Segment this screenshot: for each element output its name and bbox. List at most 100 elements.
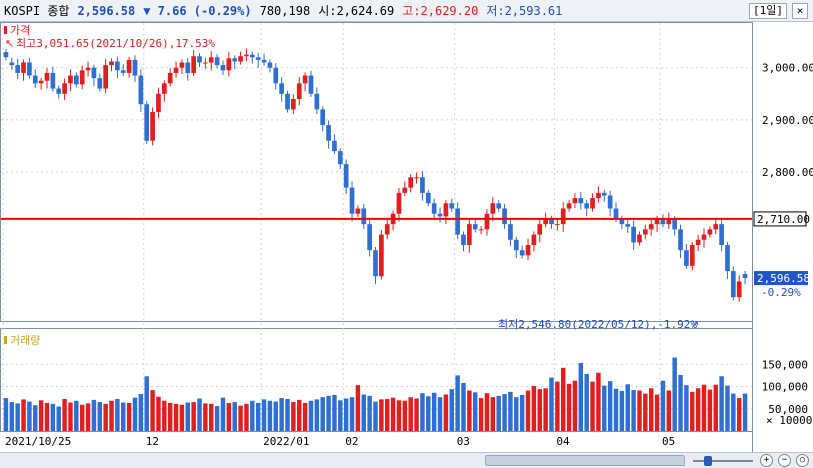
candle-body	[578, 198, 584, 204]
zoom-out-icon[interactable]: −	[778, 454, 791, 467]
candle-body	[62, 83, 67, 94]
zoom-in-icon[interactable]: +	[760, 454, 773, 467]
candle-body	[332, 140, 337, 152]
candle-body	[472, 224, 478, 230]
period-select-button[interactable]: [1일]	[749, 3, 787, 19]
volume-bar	[261, 399, 267, 431]
volume-bar	[701, 384, 707, 431]
volume-bar	[449, 389, 454, 431]
candle-body	[126, 59, 132, 73]
candle-body	[85, 67, 91, 71]
volume-bar	[560, 367, 566, 431]
candle-body	[179, 62, 185, 68]
volume-bar	[9, 402, 15, 431]
horizontal-scroll-thumb[interactable]	[485, 455, 685, 466]
candle-body	[684, 250, 689, 266]
candle-body	[449, 203, 455, 209]
volume-unit-label: × 10000	[766, 414, 812, 427]
volume-bar	[566, 383, 572, 431]
candle-body	[537, 224, 543, 235]
candle-body	[660, 218, 666, 225]
candle-body	[420, 177, 425, 193]
volume-bar	[273, 401, 279, 431]
volume-bar	[209, 403, 214, 431]
volume-bar	[543, 388, 548, 431]
candle-body	[173, 67, 179, 73]
candle-body	[291, 99, 296, 110]
candle-body	[115, 61, 120, 71]
volume-bar	[132, 397, 138, 431]
price-y-axis: 3,000.00 2,900.00 2,800.00	[762, 62, 813, 179]
volume-bar	[496, 395, 501, 431]
volume-tick-label: 100,000	[762, 381, 808, 394]
x-tick-label: 03	[457, 435, 470, 448]
volume-bar	[713, 384, 718, 431]
candle-body	[156, 93, 161, 113]
candle-body	[519, 250, 525, 256]
volume-bar	[514, 397, 519, 431]
candle-body	[261, 59, 267, 63]
volume-bar	[478, 398, 484, 431]
volume-bar	[85, 403, 91, 431]
zoom-slider-thumb[interactable]	[704, 456, 712, 466]
candle-body	[408, 177, 414, 188]
x-tick-label: 04	[556, 435, 570, 448]
volume-bar	[695, 388, 701, 431]
candle-body	[56, 88, 62, 94]
candle-body	[109, 61, 114, 66]
volume-bar	[625, 384, 630, 431]
candle-body	[555, 224, 560, 226]
candle-body	[150, 112, 155, 141]
current-value-box	[754, 271, 808, 286]
candle-body	[596, 192, 601, 199]
candle-body	[666, 218, 672, 225]
volume-bar	[238, 405, 243, 431]
candle-body	[531, 234, 537, 245]
volume-bar	[390, 397, 396, 431]
candle-body	[455, 208, 460, 235]
candle-body	[120, 70, 126, 73]
candle-body	[197, 56, 202, 63]
candle-body	[601, 192, 607, 196]
candle-body	[208, 57, 214, 63]
volume-bar	[15, 403, 20, 431]
candle-body	[203, 62, 208, 64]
volume-bar	[232, 402, 237, 431]
candle-body	[742, 274, 748, 279]
candle-body	[572, 198, 578, 204]
candle-body	[73, 75, 79, 85]
volume-bar	[121, 402, 126, 431]
candle-body	[431, 203, 437, 214]
volume-bar	[343, 398, 349, 431]
volume-bar	[349, 397, 355, 431]
current-price: 2,596.58	[77, 3, 136, 18]
volume-bar	[185, 402, 191, 431]
hline-value-label: 2,710.00	[757, 213, 810, 226]
price-tick-label: 3,000.00	[762, 62, 813, 75]
min-arrow: ↗	[690, 318, 699, 331]
volume-bar	[578, 362, 584, 431]
price-tick-label: 2,900.00	[762, 114, 813, 127]
volume-bar	[279, 398, 284, 431]
chart-area[interactable]: 3,000.00 2,900.00 2,800.00 150,000 100,000 5…	[0, 22, 813, 452]
candle-body	[44, 72, 50, 81]
zoom-reset-icon[interactable]: ○	[796, 454, 809, 467]
volume-bar	[385, 398, 390, 431]
candle-body	[478, 229, 484, 231]
zoom-slider-track[interactable]	[693, 460, 753, 462]
volume-bar	[596, 372, 601, 431]
candle-body	[402, 187, 408, 193]
candle-body	[337, 151, 343, 165]
candle-body	[425, 192, 431, 204]
volume-bar	[255, 402, 261, 431]
max-annotation: 최고3,051.65(2021/10/26),17.53%	[16, 37, 215, 50]
candle-body	[496, 203, 502, 209]
volume-tick-label: 150,000	[762, 358, 808, 371]
max-arrow: ↖	[5, 37, 14, 50]
volume-bar	[455, 375, 460, 431]
volume-bar	[584, 374, 589, 431]
x-tick-label: 05	[662, 435, 675, 448]
current-value-label: 2,596.58	[757, 272, 810, 285]
candle-body	[68, 75, 73, 84]
close-button[interactable]: ×	[792, 3, 808, 19]
